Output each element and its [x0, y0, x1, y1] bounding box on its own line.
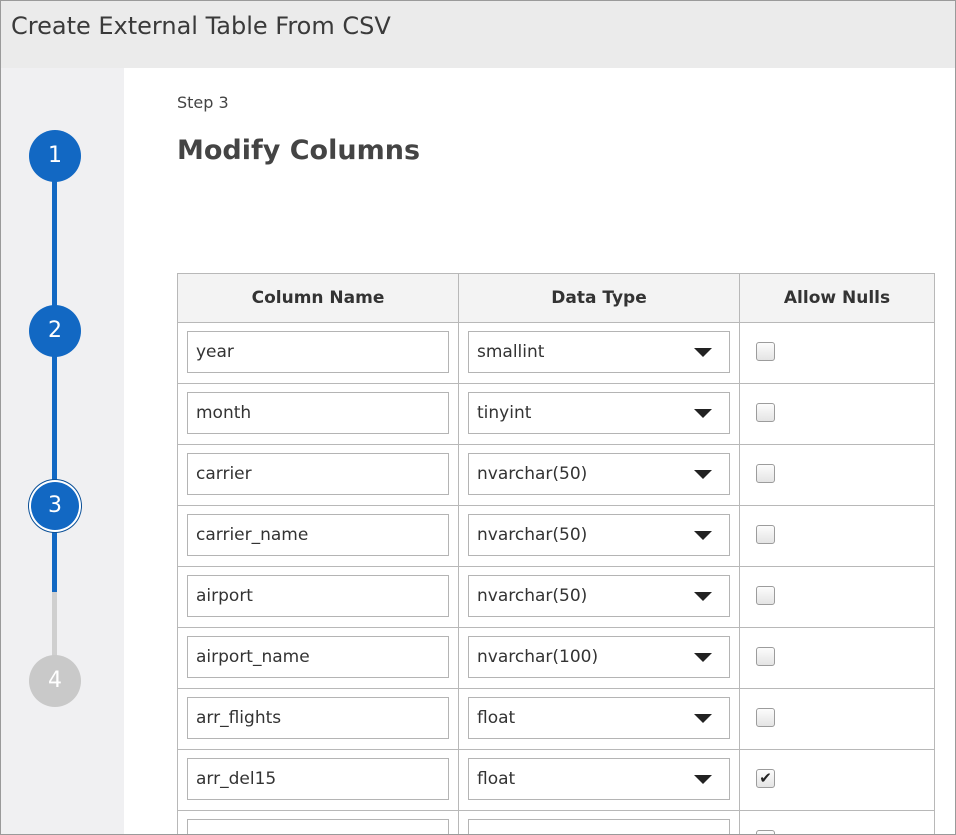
allow-nulls-checkbox[interactable]	[756, 708, 775, 727]
allow-nulls-checkbox[interactable]	[756, 464, 775, 483]
title-bar: Create External Table From CSV	[1, 1, 955, 68]
dropdown-arrow	[694, 653, 712, 662]
column-header: Data Type	[458, 273, 740, 323]
column-name-input[interactable]: carrier	[187, 453, 449, 495]
step-caption: Step 3	[177, 93, 229, 112]
window-title: Create External Table From CSV	[11, 12, 391, 40]
column-name-input[interactable]: year	[187, 331, 449, 373]
step-sidebar	[1, 68, 124, 834]
data-type-select[interactable]: nvarchar(50)	[468, 514, 730, 556]
step-connector	[52, 506, 57, 592]
dropdown-arrow	[694, 348, 712, 357]
data-type-select[interactable]: nvarchar(100)	[468, 636, 730, 678]
table-cell	[739, 810, 935, 834]
step-connector	[52, 592, 57, 681]
allow-nulls-checkbox[interactable]: ✔	[756, 769, 775, 788]
data-type-select[interactable]: nvarchar(50)	[468, 575, 730, 617]
allow-nulls-checkbox[interactable]	[756, 342, 775, 361]
page-title: Modify Columns	[177, 135, 421, 166]
step-circle[interactable]: 3	[29, 480, 81, 532]
step-connector	[52, 331, 57, 506]
data-type-select[interactable]: float	[468, 697, 730, 739]
column-name-input[interactable]: carrier_name	[187, 514, 449, 556]
dropdown-arrow	[694, 531, 712, 540]
data-type-select[interactable]: nvarchar(50)	[468, 453, 730, 495]
step-circle[interactable]: 2	[29, 305, 81, 357]
allow-nulls-checkbox[interactable]	[756, 586, 775, 605]
column-name-input[interactable]: arr_flights	[187, 697, 449, 739]
column-name-input[interactable]: airport	[187, 575, 449, 617]
allow-nulls-checkbox[interactable]	[756, 647, 775, 666]
allow-nulls-checkbox[interactable]	[756, 830, 775, 834]
dropdown-arrow	[694, 592, 712, 601]
dropdown-arrow	[694, 714, 712, 723]
column-name-input[interactable]: airport_name	[187, 636, 449, 678]
allow-nulls-checkbox[interactable]	[756, 403, 775, 422]
dropdown-arrow	[694, 409, 712, 418]
column-name-input[interactable]	[187, 819, 449, 834]
column-header: Allow Nulls	[739, 273, 935, 323]
allow-nulls-checkbox[interactable]	[756, 525, 775, 544]
step-circle[interactable]: 1	[29, 130, 81, 182]
dropdown-arrow	[694, 775, 712, 784]
data-type-select[interactable]: smallint	[468, 331, 730, 373]
data-type-select[interactable]	[468, 819, 730, 834]
dropdown-arrow	[694, 470, 712, 479]
column-header: Column Name	[177, 273, 459, 323]
data-type-select[interactable]: float	[468, 758, 730, 800]
column-name-input[interactable]: arr_del15	[187, 758, 449, 800]
data-type-select[interactable]: tinyint	[468, 392, 730, 434]
step-circle[interactable]: 4	[29, 655, 81, 707]
column-name-input[interactable]: month	[187, 392, 449, 434]
step-connector	[52, 156, 57, 331]
